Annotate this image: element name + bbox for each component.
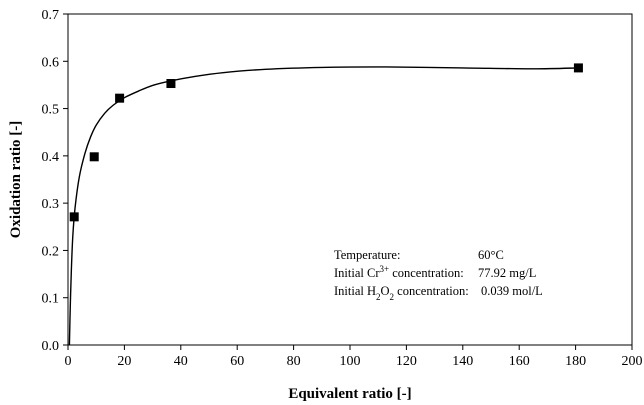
annotation-h2o2-value: 0.039 mol/L xyxy=(481,284,543,298)
x-tick-label: 100 xyxy=(340,354,361,369)
data-point xyxy=(115,93,125,103)
y-tick-label: 0.5 xyxy=(42,103,60,118)
annotation-h2o2-label-part: concentration: xyxy=(394,284,469,298)
tick-labels: 0 20 40 60 80 100 120 140 160 180 200 0.0 0.1 0.2 0.3 0… xyxy=(42,8,643,369)
annotation-h2o2-label-part: O xyxy=(381,284,390,298)
y-tick-label: 0.7 xyxy=(42,8,60,23)
data-point xyxy=(69,212,79,222)
data-point xyxy=(573,63,583,73)
annotation-h2o2-subscript: 2 xyxy=(376,292,381,302)
x-tick-label: 80 xyxy=(287,354,301,369)
annotation-h2o2-label-part: Initial H xyxy=(334,284,376,298)
x-axis-title: Equivalent ratio [-] xyxy=(288,386,411,402)
y-tick-label: 0.3 xyxy=(42,197,60,212)
y-axis-title: Oxidation ratio [-] xyxy=(8,121,24,239)
x-tick-label: 40 xyxy=(174,354,188,369)
x-tick-label: 180 xyxy=(565,354,586,369)
x-tick-label: 160 xyxy=(509,354,530,369)
y-tick-label: 0.2 xyxy=(42,244,60,259)
data-points xyxy=(69,63,583,222)
y-tick-label: 0.0 xyxy=(42,339,60,354)
fit-curve xyxy=(68,66,579,346)
annotation-h2o2-label: Initial H2O2 concentration: xyxy=(334,284,469,302)
x-tick-label: 120 xyxy=(396,354,417,369)
annotation-temperature-label: Temperature: xyxy=(334,248,400,262)
annotation-h2o2-subscript: 2 xyxy=(390,292,395,302)
annotation-cr-superscript: 3+ xyxy=(379,264,389,274)
x-tick-label: 140 xyxy=(452,354,473,369)
x-tick-label: 20 xyxy=(117,354,131,369)
annotation-cr-label: Initial Cr3+ concentration: xyxy=(334,264,464,280)
y-tick-label: 0.4 xyxy=(42,150,60,165)
axes xyxy=(63,13,633,350)
data-point xyxy=(166,79,176,89)
conditions-annotation: Temperature: 60°C Initial Cr3+ concentra… xyxy=(334,248,543,302)
annotation-cr-label-part: Initial Cr xyxy=(334,266,380,280)
x-tick-label: 60 xyxy=(230,354,244,369)
annotation-cr-label-part: concentration: xyxy=(389,266,464,280)
x-tick-label: 0 xyxy=(65,354,72,369)
y-tick-label: 0.1 xyxy=(42,292,60,307)
annotation-temperature-value: 60°C xyxy=(478,248,504,262)
annotation-cr-value: 77.92 mg/L xyxy=(478,266,536,280)
data-point xyxy=(89,152,99,162)
y-tick-label: 0.6 xyxy=(42,55,60,70)
x-tick-label: 200 xyxy=(622,354,643,369)
